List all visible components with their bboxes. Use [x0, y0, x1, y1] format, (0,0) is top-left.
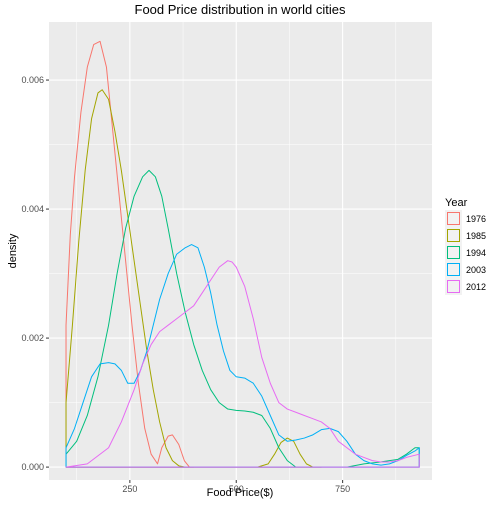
legend-key-bg — [445, 227, 462, 244]
density-curve-1994 — [65, 169, 420, 468]
legend-label-2003: 2003 — [466, 265, 486, 275]
density-curve-1976 — [65, 40, 195, 468]
series-layer — [65, 40, 420, 468]
y-tick-label: 0.006 — [21, 75, 44, 85]
legend-key-bg — [445, 278, 462, 295]
x-tick-label: 750 — [335, 484, 350, 494]
legend-title: Year — [445, 197, 468, 209]
legend: Year 1976 1985 1994 2003 2012 — [445, 197, 486, 295]
legend-key-bg — [445, 261, 462, 278]
y-tick-label: 0.000 — [21, 462, 44, 472]
legend-swatch-1985 — [447, 229, 460, 242]
legend-key-bg — [445, 210, 462, 227]
x-tick-label: 500 — [229, 484, 244, 494]
legend-swatch-2003 — [447, 263, 460, 276]
chart-title: Food Price distribution in world cities — [135, 2, 346, 17]
legend-label-1994: 1994 — [466, 248, 486, 258]
density-curve-2003 — [65, 244, 420, 468]
legend-key-bg — [445, 244, 462, 261]
axes: 250 500 750 0.000 0.002 0.004 0.006 — [21, 75, 350, 494]
x-tick-label: 250 — [122, 484, 137, 494]
legend-label-2012: 2012 — [466, 282, 486, 292]
legend-label-1985: 1985 — [466, 231, 486, 241]
density-curve-2012 — [65, 260, 420, 468]
y-tick-label: 0.002 — [21, 333, 44, 343]
legend-label-1976: 1976 — [466, 214, 486, 224]
legend-swatch-1976 — [447, 212, 460, 225]
legend-swatch-2012 — [447, 280, 460, 293]
legend-swatch-1994 — [447, 246, 460, 259]
y-axis-title: density — [7, 233, 19, 268]
x-axis-title: Food Price($) — [207, 487, 274, 499]
y-tick-label: 0.004 — [21, 204, 44, 214]
plot-panel — [49, 22, 432, 480]
